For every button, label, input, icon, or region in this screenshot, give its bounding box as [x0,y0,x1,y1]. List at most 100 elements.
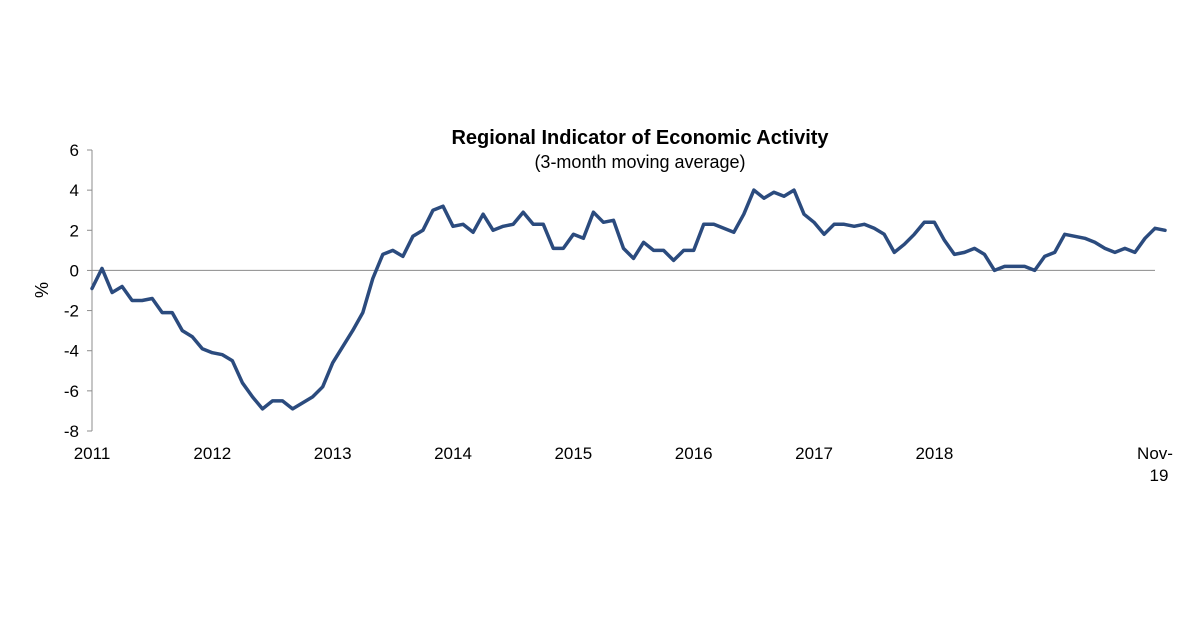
data-point [361,311,364,314]
data-point [291,407,294,410]
x-tick-label: 2011 [74,444,111,463]
data-point [552,247,555,250]
data-point [462,223,465,226]
data-point [843,223,846,226]
data-point [853,225,856,228]
data-point [943,239,946,242]
data-point [221,353,224,356]
data-point [642,241,645,244]
data-point [101,267,104,270]
data-point [181,329,184,332]
data-point [652,249,655,252]
y-tick-label: -8 [64,422,79,441]
data-point [742,213,745,216]
data-point [823,233,826,236]
data-point [512,223,515,226]
data-point [772,191,775,194]
data-point [201,347,204,350]
x-tick-label: 2013 [314,444,352,463]
data-point [1123,247,1126,250]
data-point [91,287,94,290]
data-point [622,247,625,250]
axes [87,149,1155,432]
data-point [582,237,585,240]
data-point [1063,233,1066,236]
data-point [1023,265,1026,268]
data-point [131,299,134,302]
data-point [1043,255,1046,258]
data-point [793,189,796,192]
data-point [913,233,916,236]
data-point [522,211,525,214]
data-point [993,269,996,272]
y-tick-label: 6 [70,141,79,160]
y-tick-label: 0 [70,261,79,280]
data-point [1103,247,1106,250]
x-tick-label: 2018 [915,444,953,463]
data-point [803,213,806,216]
data-point [251,395,254,398]
x-tick-label: 2014 [434,444,472,463]
data-point [783,195,786,198]
data-point [1073,235,1076,238]
data-point [682,249,685,252]
data-point [351,329,354,332]
data-point [151,297,154,300]
data-point [411,235,414,238]
data-point [301,401,304,404]
data-point [612,219,615,222]
data-point [983,253,986,256]
data-point [141,299,144,302]
data-point [602,221,605,224]
y-axis-label: % [32,282,52,298]
data-point [1154,227,1157,230]
data-point [1003,265,1006,268]
data-point [231,359,234,362]
x-tick-label: 2016 [675,444,713,463]
data-point [752,189,755,192]
data-point [542,223,545,226]
data-point [592,211,595,214]
data-point [311,395,314,398]
y-tick-label: 4 [70,181,79,200]
tick-labels: 6 4 2 0 -2 -4 -6 -8 2011 2012 2013 2014 2015 2016 2017… [64,141,1173,485]
data-point [421,229,424,232]
data-point [341,345,344,348]
data-point [442,205,445,208]
chart-title: Regional Indicator of Economic Activity [451,127,829,149]
chart-subtitle: (3-month moving average) [534,152,745,172]
data-point [261,407,264,410]
data-point [1053,251,1056,254]
data-point [883,233,886,236]
y-tick-label: -6 [64,382,79,401]
data-point [321,385,324,388]
data-point [1033,269,1036,272]
data-point [953,253,956,256]
data-point [241,381,244,384]
data-point [762,197,765,200]
data-point [111,291,114,294]
data-point [562,247,565,250]
data-point [833,223,836,226]
y-tick-label: 2 [70,221,79,240]
data-point [1083,237,1086,240]
data-point [331,361,334,364]
data-point [1013,265,1016,268]
data-point [391,249,394,252]
data-point [121,285,124,288]
data-point [1093,241,1096,244]
data-point [863,223,866,226]
data-point [692,249,695,252]
data-point [211,351,214,354]
data-point [432,209,435,212]
data-point [532,223,535,226]
data-point [632,257,635,260]
data-point [662,249,665,252]
data-point [1113,251,1116,254]
data-point [973,247,976,250]
data-point [722,227,725,230]
data-point [482,213,485,216]
data-point [732,231,735,234]
data-point [492,229,495,232]
